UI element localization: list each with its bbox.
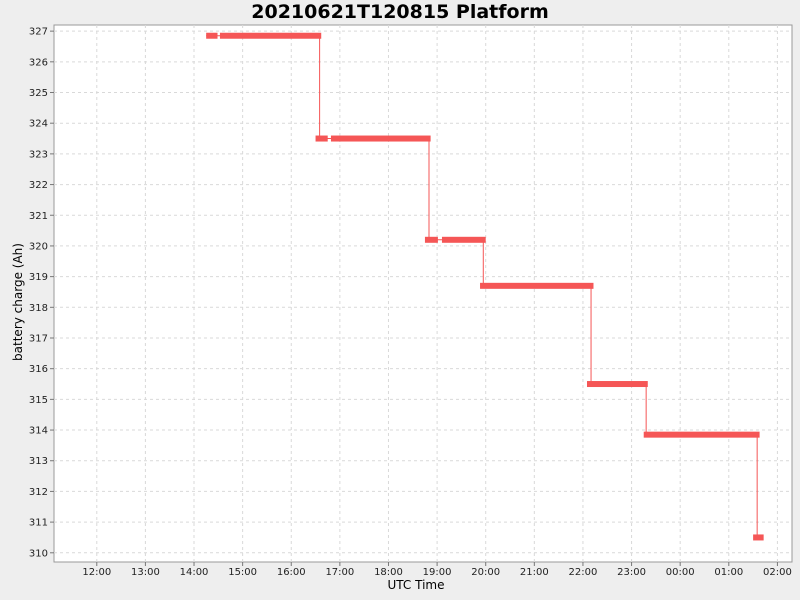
y-tick-label: 324 <box>29 119 48 130</box>
x-tick-label: 16:00 <box>277 567 306 578</box>
x-tick-label: 23:00 <box>617 567 646 578</box>
y-tick-label: 321 <box>29 211 48 222</box>
y-tick-label: 326 <box>29 57 48 68</box>
x-axis-label: UTC Time <box>387 578 445 592</box>
x-tick-label: 02:00 <box>763 567 792 578</box>
x-tick-label: 20:00 <box>471 567 500 578</box>
x-tick-label: 18:00 <box>374 567 403 578</box>
y-tick-label: 311 <box>29 518 48 529</box>
data-segment <box>206 32 218 39</box>
x-tick-label: 13:00 <box>131 567 160 578</box>
data-segment <box>480 282 594 289</box>
data-segment <box>424 236 438 243</box>
y-tick-label: 315 <box>29 395 48 406</box>
data-segment <box>219 32 322 39</box>
x-tick-label: 22:00 <box>569 567 598 578</box>
y-tick-label: 312 <box>29 487 48 498</box>
y-tick-label: 320 <box>29 241 48 252</box>
y-tick-label: 325 <box>29 88 48 99</box>
x-tick-label: 00:00 <box>666 567 695 578</box>
y-tick-label: 318 <box>29 303 48 314</box>
data-segment <box>587 381 648 388</box>
series-battery-charge <box>206 32 764 541</box>
y-tick-label: 322 <box>29 180 48 191</box>
y-tick-label: 314 <box>29 426 48 437</box>
y-tick-label: 327 <box>29 27 48 38</box>
y-tick-label: 319 <box>29 272 48 283</box>
data-segment <box>753 534 764 541</box>
y-tick-label: 323 <box>29 149 48 160</box>
y-tick-label: 313 <box>29 456 48 467</box>
axes: 310 311 312 313 314 315 316 317 318 319 320 321 322 3… <box>29 27 792 578</box>
grid <box>54 25 792 562</box>
x-tick-label: 21:00 <box>520 567 549 578</box>
x-tick-label: 17:00 <box>325 567 354 578</box>
x-tick-label: 14:00 <box>180 567 209 578</box>
chart-title: 20210621T120815 Platform <box>251 1 549 23</box>
x-tick-label: 19:00 <box>423 567 452 578</box>
plot-area <box>53 24 793 563</box>
data-segment <box>441 236 486 243</box>
x-tick-label: 01:00 <box>714 567 743 578</box>
y-tick-label: 310 <box>29 548 48 559</box>
data-segment <box>643 431 760 438</box>
x-tick-label: 12:00 <box>82 567 111 578</box>
data-segment <box>330 135 431 142</box>
x-tick-label: 15:00 <box>228 567 257 578</box>
data-segment <box>315 135 328 142</box>
y-tick-label: 317 <box>29 333 48 344</box>
y-tick-label: 316 <box>29 364 48 375</box>
